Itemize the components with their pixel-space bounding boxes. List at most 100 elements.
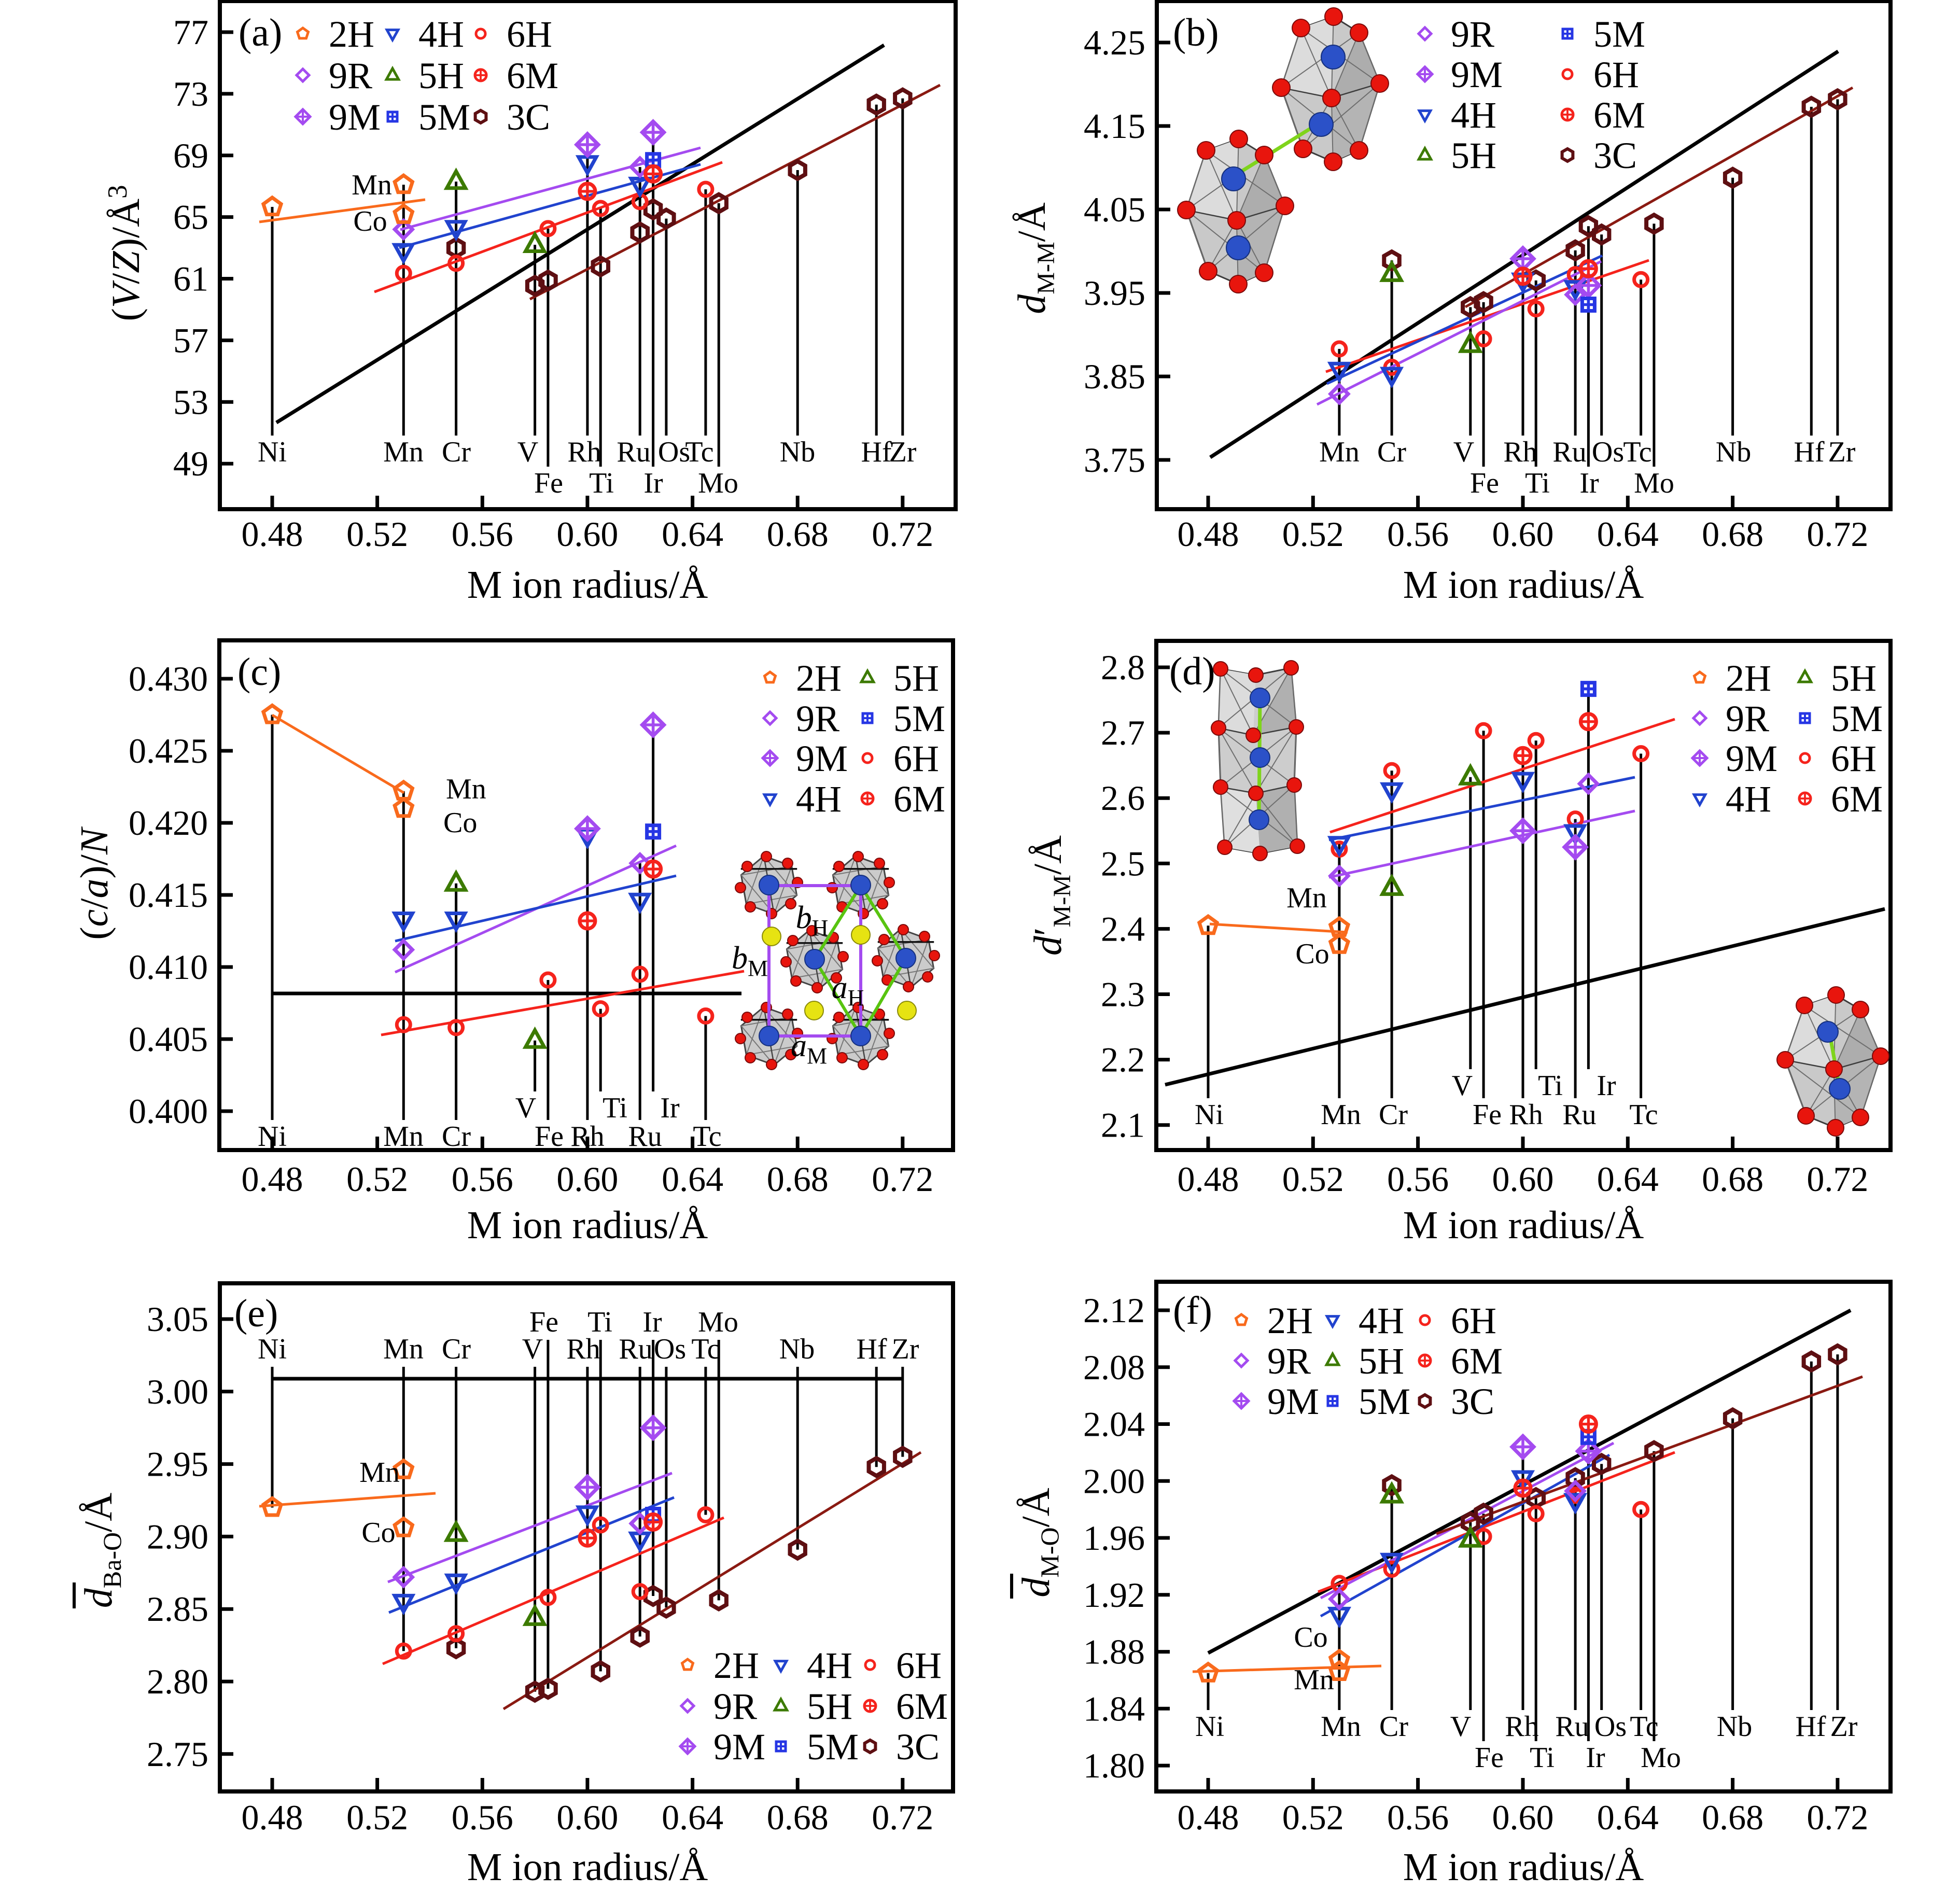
svg-text:Ru: Ru: [1562, 1099, 1596, 1131]
svg-text:dM-O/Å: dM-O/Å: [1014, 1488, 1064, 1597]
svg-text:9R: 9R: [713, 1686, 757, 1727]
svg-text:0.415: 0.415: [129, 875, 208, 915]
svg-text:6M: 6M: [893, 778, 945, 820]
svg-text:6H: 6H: [1593, 54, 1639, 95]
svg-text:3.75: 3.75: [1084, 440, 1145, 480]
svg-text:0.68: 0.68: [767, 1798, 829, 1837]
svg-text:0.68: 0.68: [767, 514, 829, 554]
svg-text:Mn: Mn: [1286, 882, 1327, 914]
svg-text:0.56: 0.56: [1387, 1159, 1449, 1199]
svg-text:Co: Co: [361, 1517, 395, 1549]
svg-text:6H: 6H: [1831, 738, 1877, 779]
svg-text:2.04: 2.04: [1083, 1405, 1145, 1444]
svg-text:5M: 5M: [893, 698, 945, 739]
svg-text:M ion radius/Å: M ion radius/Å: [1403, 563, 1644, 607]
svg-text:Cr: Cr: [1379, 1711, 1408, 1743]
svg-text:2.90: 2.90: [147, 1517, 208, 1556]
svg-text:0.48: 0.48: [242, 1159, 303, 1199]
svg-text:2.85: 2.85: [147, 1589, 208, 1629]
svg-text:Cr: Cr: [442, 1120, 471, 1153]
svg-text:9M: 9M: [329, 96, 381, 138]
svg-text:1.96: 1.96: [1083, 1518, 1145, 1558]
svg-text:Mn: Mn: [383, 436, 424, 468]
svg-text:0.72: 0.72: [1807, 1159, 1868, 1199]
svg-text:9R: 9R: [796, 698, 839, 739]
svg-text:0.72: 0.72: [1807, 1798, 1868, 1837]
svg-text:Mn: Mn: [1321, 1099, 1361, 1131]
svg-text:V: V: [515, 1092, 536, 1124]
svg-text:Os: Os: [1594, 1711, 1627, 1743]
svg-text:0.48: 0.48: [1178, 1798, 1239, 1837]
svg-text:Cr: Cr: [1379, 1099, 1408, 1131]
svg-text:Fe: Fe: [529, 1306, 558, 1338]
svg-text:0.68: 0.68: [767, 1159, 829, 1199]
svg-text:2.2: 2.2: [1101, 1040, 1145, 1080]
svg-text:2H: 2H: [796, 657, 842, 699]
svg-text:(a): (a): [239, 11, 282, 54]
svg-text:Ti: Ti: [1525, 467, 1550, 499]
svg-text:Mn: Mn: [383, 1120, 424, 1153]
svg-text:5M: 5M: [1831, 698, 1883, 739]
svg-text:M ion radius/Å: M ion radius/Å: [467, 1845, 708, 1889]
svg-text:2.6: 2.6: [1101, 778, 1145, 818]
svg-text:Rh: Rh: [566, 1333, 600, 1365]
svg-text:Co: Co: [443, 807, 477, 839]
svg-text:Ru: Ru: [1555, 1711, 1589, 1743]
svg-text:2.4: 2.4: [1101, 909, 1145, 948]
svg-text:Ir: Ir: [1586, 1742, 1605, 1774]
svg-text:2.00: 2.00: [1083, 1461, 1145, 1501]
svg-text:Ti: Ti: [1530, 1742, 1555, 1774]
svg-text:Mn: Mn: [352, 169, 392, 201]
svg-text:0.68: 0.68: [1702, 514, 1763, 554]
svg-text:Cr: Cr: [442, 436, 471, 468]
svg-text:Zr: Zr: [1830, 1711, 1858, 1743]
svg-text:0.56: 0.56: [1387, 1798, 1449, 1837]
svg-text:3.05: 3.05: [147, 1299, 208, 1339]
svg-text:2.75: 2.75: [147, 1734, 208, 1774]
svg-text:0.72: 0.72: [872, 1159, 933, 1199]
svg-text:Ti: Ti: [587, 1306, 612, 1338]
svg-text:69: 69: [173, 136, 208, 175]
svg-text:Tc: Tc: [691, 1333, 720, 1365]
svg-text:0.48: 0.48: [1178, 1159, 1239, 1199]
svg-text:9R: 9R: [1451, 13, 1494, 55]
svg-text:Mn: Mn: [383, 1333, 424, 1365]
svg-text:0.405: 0.405: [129, 1019, 208, 1059]
svg-text:(e): (e): [234, 1292, 278, 1335]
svg-text:2.80: 2.80: [147, 1662, 208, 1701]
svg-text:4.05: 4.05: [1084, 190, 1145, 229]
svg-text:Hf: Hf: [861, 436, 891, 468]
svg-text:6M: 6M: [1831, 778, 1883, 820]
svg-text:0.52: 0.52: [1282, 1159, 1344, 1199]
svg-text:0.410: 0.410: [129, 947, 208, 987]
svg-text:Ru: Ru: [619, 1333, 652, 1365]
svg-text:6M: 6M: [507, 55, 558, 96]
svg-text:3C: 3C: [507, 96, 550, 138]
svg-text:2H: 2H: [1267, 1300, 1313, 1341]
svg-text:4H: 4H: [418, 13, 464, 55]
svg-text:9M: 9M: [1726, 738, 1777, 779]
svg-text:0.60: 0.60: [556, 1159, 618, 1199]
svg-text:9R: 9R: [1267, 1340, 1311, 1382]
svg-text:0.60: 0.60: [1492, 1798, 1554, 1837]
svg-text:0.64: 0.64: [1597, 1798, 1659, 1837]
svg-text:Ti: Ti: [589, 467, 614, 499]
svg-text:4H: 4H: [796, 778, 842, 820]
svg-text:6H: 6H: [1451, 1300, 1496, 1341]
svg-text:Hf: Hf: [1794, 436, 1824, 468]
svg-text:Os: Os: [654, 1333, 686, 1365]
svg-text:2.3: 2.3: [1101, 975, 1145, 1014]
svg-text:Nb: Nb: [1717, 1711, 1752, 1743]
svg-text:5M: 5M: [418, 96, 470, 138]
svg-text:4H: 4H: [1359, 1300, 1404, 1341]
svg-text:3.95: 3.95: [1084, 273, 1145, 313]
svg-text:(c/a)/N: (c/a)/N: [73, 826, 116, 940]
svg-text:5M: 5M: [1359, 1381, 1410, 1422]
svg-text:73: 73: [173, 74, 208, 114]
svg-text:V: V: [517, 436, 538, 468]
svg-text:3.85: 3.85: [1084, 357, 1145, 396]
svg-text:Fe: Fe: [534, 467, 563, 499]
svg-text:3.00: 3.00: [147, 1372, 208, 1411]
svg-text:(V/Z)/Å3: (V/Z)/Å3: [103, 185, 148, 321]
svg-text:1.84: 1.84: [1083, 1689, 1145, 1728]
